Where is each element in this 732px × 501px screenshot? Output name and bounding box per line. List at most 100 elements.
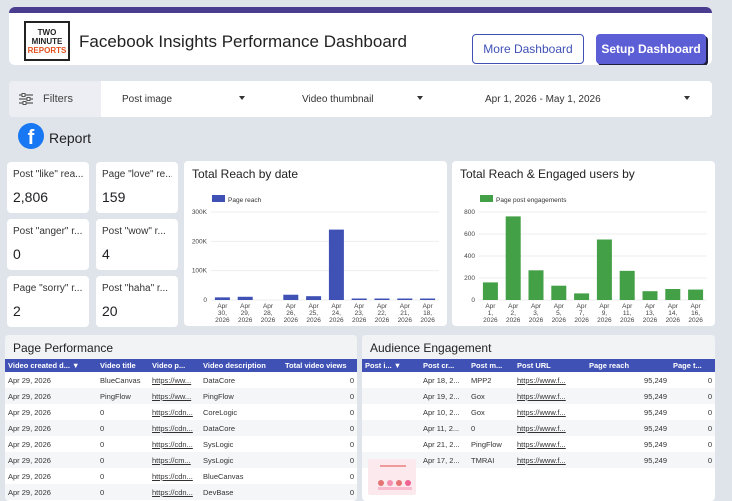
column-header[interactable]: Video title bbox=[100, 361, 136, 370]
table-cell: MPP2 bbox=[471, 375, 492, 385]
table-cell: 0 bbox=[349, 471, 354, 481]
table-cell[interactable]: https://www.f... bbox=[517, 455, 566, 465]
column-header[interactable]: Video description bbox=[203, 361, 266, 370]
table-cell[interactable]: https://www.f... bbox=[517, 391, 566, 401]
x-tick-label: 2026 bbox=[420, 317, 435, 324]
bar[interactable] bbox=[688, 289, 704, 300]
video-thumbnail-dropdown[interactable]: Video thumbnail bbox=[302, 81, 423, 117]
table-row: Apr 10, 2... Gox https://www.f... 95,249 0 bbox=[362, 404, 715, 420]
table-cell: Apr 17, 2... bbox=[423, 455, 460, 465]
column-header[interactable]: Post i... ▼ bbox=[365, 361, 402, 370]
column-header[interactable]: Page t... bbox=[673, 361, 702, 370]
bar[interactable] bbox=[482, 282, 498, 300]
bar[interactable] bbox=[596, 239, 612, 301]
x-tick-label: 9, bbox=[602, 310, 608, 317]
table-row: Apr 29, 2026 0 https://cdn... DevBase 0 bbox=[5, 484, 357, 500]
bar[interactable] bbox=[420, 298, 436, 301]
table-row: Apr 18, 2... MPP2 https://www.f... 95,249 0 bbox=[362, 372, 715, 388]
table-cell: PingFlow bbox=[471, 439, 502, 449]
column-header[interactable]: Post URL bbox=[517, 361, 551, 370]
x-tick-label: Apr bbox=[531, 303, 542, 310]
date-range-picker[interactable]: Apr 1, 2026 - May 1, 2026 bbox=[485, 81, 695, 117]
setup-dashboard-button[interactable]: Setup Dashboard bbox=[596, 34, 706, 64]
column-header[interactable]: Video p... bbox=[152, 361, 186, 370]
table-cell: 0 bbox=[707, 391, 712, 401]
bar[interactable] bbox=[374, 298, 390, 301]
engaged-chart-title: Total Reach & Engaged users by bbox=[460, 167, 635, 181]
bar[interactable] bbox=[397, 298, 413, 301]
bar[interactable] bbox=[505, 216, 521, 300]
column-header[interactable]: Post cr... bbox=[423, 361, 455, 370]
x-tick-label: 3, bbox=[533, 310, 539, 317]
table-cell[interactable]: https://www.f... bbox=[517, 375, 566, 385]
table-cell[interactable]: https://www.f... bbox=[517, 407, 566, 417]
more-dashboard-button[interactable]: More Dashboard bbox=[472, 34, 584, 64]
table-cell[interactable]: https://cdn... bbox=[152, 487, 193, 497]
x-tick-label: 18, bbox=[423, 310, 432, 317]
bar[interactable] bbox=[574, 293, 590, 300]
filter-sliders-icon bbox=[19, 93, 33, 105]
date-range-label: Apr 1, 2026 - May 1, 2026 bbox=[485, 93, 601, 105]
reach-chart: Page reach0100K200K300KApr30,2026Apr29,2… bbox=[192, 195, 439, 324]
table-cell: 0 bbox=[349, 455, 354, 465]
reach-engaged-users-panel: Total Reach & Engaged users by Page post… bbox=[452, 161, 715, 326]
bar[interactable] bbox=[665, 289, 681, 300]
post-image-dropdown[interactable]: Post image bbox=[122, 81, 254, 117]
table-cell: 0 bbox=[707, 407, 712, 417]
table-cell: TMRAI bbox=[471, 455, 495, 465]
bar[interactable] bbox=[642, 291, 658, 300]
audience-engagement-panel: Audience Engagement Post i... ▼ Post cr..… bbox=[362, 335, 715, 501]
column-header[interactable]: Page reach bbox=[589, 361, 630, 370]
table-cell[interactable]: https://ww... bbox=[152, 391, 192, 401]
column-header[interactable]: Total video views bbox=[285, 361, 347, 370]
table-cell: Apr 21, 2... bbox=[423, 439, 460, 449]
filters-label-text: Filters bbox=[43, 93, 73, 105]
audience-table-wrap: Post i... ▼ Post cr... Post m... Post URL Pa… bbox=[362, 359, 715, 468]
table-cell: Gox bbox=[471, 391, 485, 401]
x-tick-label: 2026 bbox=[688, 317, 703, 324]
table-cell: 0 bbox=[100, 455, 105, 465]
bar[interactable] bbox=[306, 296, 322, 300]
table-cell[interactable]: https://cdn... bbox=[152, 423, 193, 433]
y-tick-label: 0 bbox=[471, 297, 475, 304]
x-tick-label: Apr bbox=[240, 303, 251, 310]
y-tick-label: 300K bbox=[192, 209, 208, 216]
kpi-label: Page "sorry" r... bbox=[13, 283, 83, 294]
table-cell: Apr 29, 2026 bbox=[8, 471, 51, 481]
filter-bar: Filters Post image Video thumbnail Apr 1… bbox=[9, 81, 712, 117]
bar[interactable] bbox=[619, 270, 635, 300]
bar[interactable] bbox=[283, 294, 299, 300]
logo-line-3: REPORTS bbox=[27, 46, 67, 55]
table-cell[interactable]: https://www.f... bbox=[517, 423, 566, 433]
column-header[interactable]: Post m... bbox=[471, 361, 503, 370]
table-cell: Apr 29, 2026 bbox=[8, 455, 51, 465]
table-row: Apr 29, 2026 0 https://cdn... BlueCanvas 0 bbox=[5, 468, 357, 484]
y-tick-label: 200K bbox=[192, 238, 208, 245]
bar[interactable] bbox=[328, 229, 344, 300]
table-cell: 0 bbox=[100, 487, 105, 497]
page-performance-title: Page Performance bbox=[13, 341, 114, 355]
table-cell[interactable]: https://cdn... bbox=[152, 471, 193, 481]
column-header[interactable]: Video created d... ▼ bbox=[8, 361, 80, 370]
audience-engagement-table: Post i... ▼ Post cr... Post m... Post URL Pa… bbox=[362, 359, 715, 468]
bar[interactable] bbox=[237, 296, 253, 300]
bar[interactable] bbox=[528, 270, 544, 300]
table-cell[interactable]: https://cm... bbox=[152, 455, 191, 465]
x-tick-label: 29, bbox=[241, 310, 250, 317]
bar[interactable] bbox=[351, 298, 367, 301]
x-tick-label: 7, bbox=[579, 310, 585, 317]
page-performance-table-wrap: Video created d... ▼ Video title Video p..… bbox=[5, 359, 357, 500]
bar[interactable] bbox=[214, 297, 230, 300]
legend-swatch bbox=[480, 195, 493, 202]
table-cell[interactable]: https://www.f... bbox=[517, 439, 566, 449]
bar[interactable] bbox=[551, 285, 567, 300]
table-cell: 0 bbox=[349, 423, 354, 433]
table-cell[interactable]: https://ww... bbox=[152, 375, 192, 385]
kpi-label: Post "anger" r... bbox=[13, 226, 83, 237]
table-cell: PingFlow bbox=[100, 391, 131, 401]
page-performance-panel: Page Performance Video created d... ▼ Vid… bbox=[5, 335, 357, 501]
table-cell[interactable]: https://cdn... bbox=[152, 407, 193, 417]
x-tick-label: 24, bbox=[332, 310, 341, 317]
post-image-thumbnail-graphic bbox=[378, 465, 412, 490]
table-cell[interactable]: https://cdn... bbox=[152, 439, 193, 449]
